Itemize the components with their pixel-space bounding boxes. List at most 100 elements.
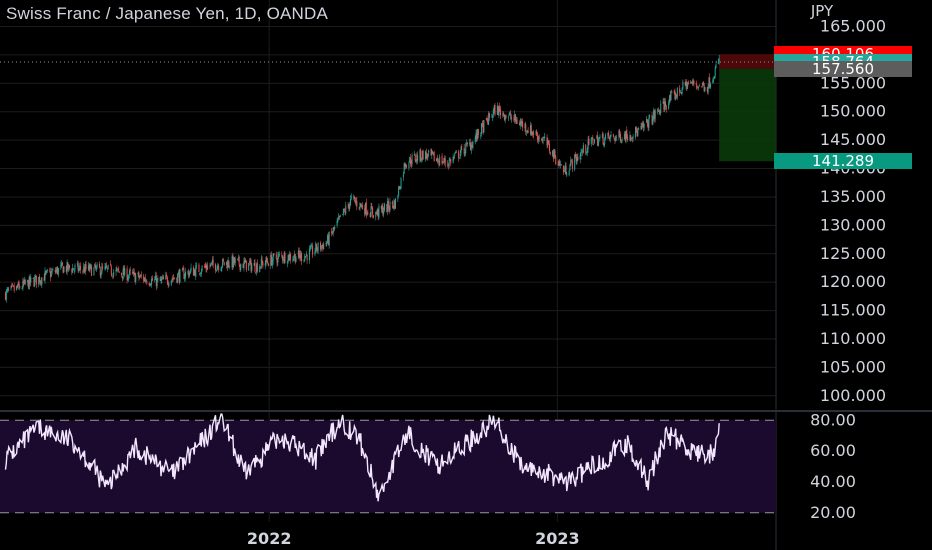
candle — [306, 254, 308, 264]
candle-body — [497, 106, 499, 116]
candle — [334, 225, 336, 231]
candle — [488, 112, 490, 121]
candle — [640, 122, 642, 131]
y-tick-label: 125.000 — [820, 244, 886, 263]
candle — [254, 258, 256, 273]
candle — [377, 208, 379, 221]
candle — [598, 137, 600, 142]
candle-body — [609, 135, 611, 140]
candle-body — [571, 160, 573, 169]
candle-body — [638, 128, 640, 130]
candle-body — [72, 267, 74, 273]
candle — [56, 266, 58, 274]
candle — [331, 227, 333, 237]
candle-body — [45, 271, 47, 273]
candle — [464, 148, 466, 157]
candle — [32, 277, 34, 280]
candle-body — [95, 265, 97, 269]
candle-body — [122, 268, 124, 280]
candle — [618, 129, 620, 141]
candle-body — [23, 280, 25, 284]
entry-price-label: 157.560 — [774, 60, 912, 77]
candle — [400, 177, 402, 190]
candle — [189, 269, 191, 275]
candle-body — [218, 266, 220, 271]
candle-body — [405, 166, 407, 167]
candle — [328, 231, 330, 249]
candle-body — [199, 272, 201, 274]
candle-body — [548, 141, 550, 144]
candle — [398, 185, 400, 197]
target-price-label: 141.289 — [774, 153, 912, 170]
candle-body — [63, 266, 65, 273]
candle — [419, 149, 421, 163]
candle-body — [338, 216, 340, 220]
candle — [74, 263, 76, 273]
candle — [339, 214, 341, 218]
candle-body — [701, 86, 703, 88]
candle — [516, 116, 518, 124]
candle-body — [696, 86, 698, 87]
candle — [162, 274, 164, 280]
candle — [232, 252, 234, 270]
candle-body — [270, 255, 272, 266]
candle — [255, 272, 257, 275]
candle — [348, 203, 350, 212]
candle — [90, 263, 92, 270]
candle — [380, 205, 382, 213]
candle-body — [718, 58, 720, 62]
candle — [508, 112, 510, 117]
candle-body — [294, 254, 296, 263]
candle — [222, 258, 224, 269]
candle — [511, 114, 513, 123]
candle-body — [653, 110, 655, 119]
candle-body — [250, 260, 252, 271]
candle-body — [691, 82, 693, 84]
candle — [559, 158, 561, 167]
x-tick-label: 2022 — [247, 529, 292, 548]
candle-body — [162, 276, 164, 280]
candle-body — [443, 157, 445, 163]
candle — [597, 131, 599, 147]
candle — [535, 130, 537, 136]
candle-body — [653, 109, 655, 120]
candle-body — [50, 271, 52, 277]
candle — [421, 150, 423, 162]
candle-body — [585, 144, 587, 153]
candle — [471, 141, 473, 148]
candle — [233, 256, 235, 269]
candle — [155, 272, 157, 290]
candle-body — [65, 266, 67, 272]
candle — [444, 155, 446, 168]
candle-body — [320, 242, 322, 250]
candle-body — [608, 136, 610, 139]
candle-body — [714, 68, 716, 77]
candle-body — [348, 204, 350, 209]
candle-body — [126, 268, 128, 281]
candle — [57, 265, 59, 276]
candle — [359, 202, 361, 211]
candle — [458, 157, 460, 159]
candle — [240, 263, 242, 272]
candle — [443, 157, 445, 164]
candle-body — [514, 114, 516, 120]
candle-body — [176, 277, 178, 283]
candle — [106, 262, 108, 269]
position-zones — [0, 54, 776, 162]
candle-body — [466, 142, 468, 145]
candle — [367, 209, 369, 216]
candle — [284, 251, 286, 264]
candle — [433, 150, 435, 162]
candle — [364, 204, 366, 217]
candle-body — [66, 262, 68, 273]
candle-body — [526, 131, 528, 133]
candle-body — [634, 127, 636, 138]
candle — [531, 131, 533, 136]
candle-body — [485, 118, 487, 120]
candle-body — [536, 132, 538, 136]
candle-body — [717, 61, 719, 64]
candle — [262, 260, 264, 269]
candlestick-series — [5, 55, 720, 303]
candle — [439, 154, 441, 167]
candle — [281, 251, 283, 259]
